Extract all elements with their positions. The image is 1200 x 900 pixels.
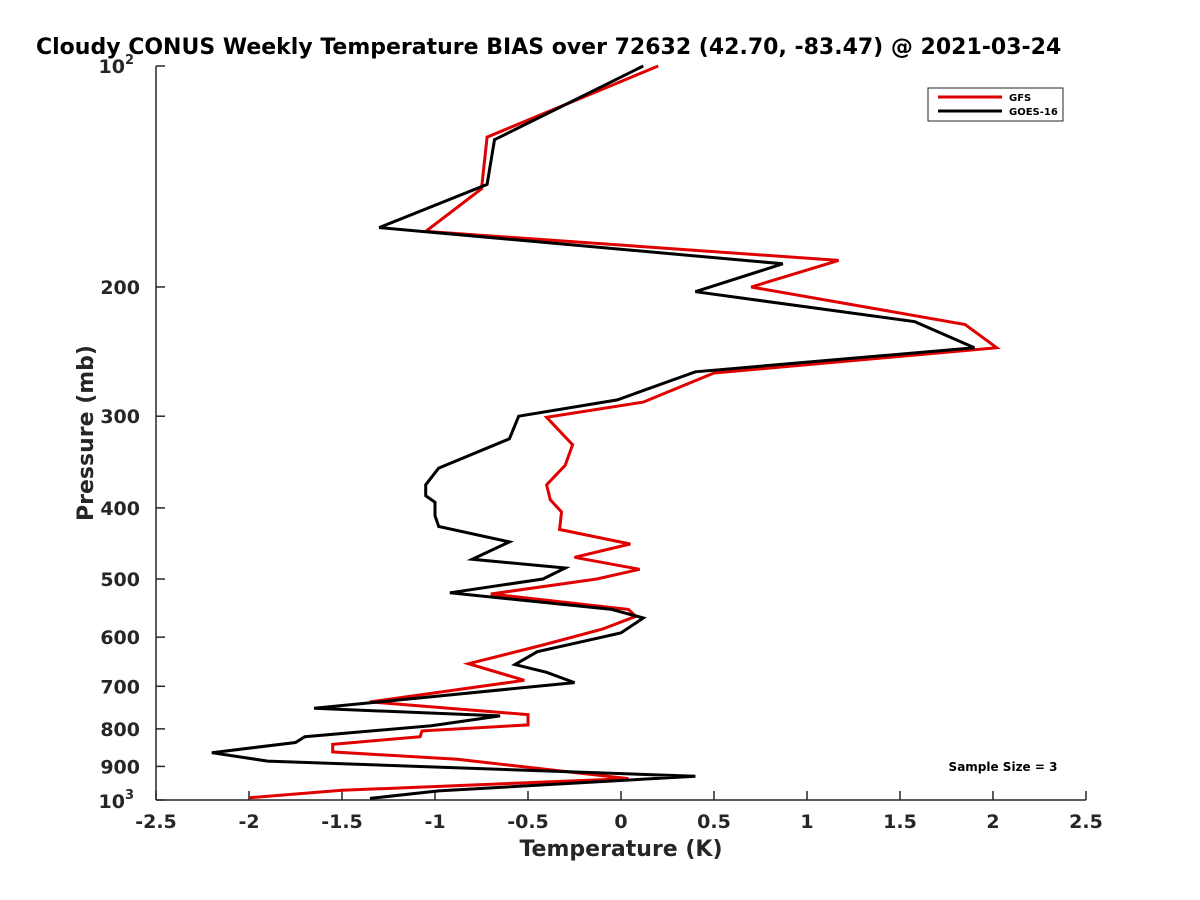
chart-title: Cloudy CONUS Weekly Temperature BIAS ove… xyxy=(36,35,1061,60)
x-tick-label: 1 xyxy=(800,811,813,833)
y-tick-label: 800 xyxy=(100,719,140,741)
x-tick-label: -0.5 xyxy=(507,811,549,833)
y-tick-label: 400 xyxy=(100,498,140,520)
legend-box xyxy=(927,87,1064,122)
y-tick-top-base: 10 xyxy=(99,56,125,78)
x-ticks: -2.5 -2 -1.5 -1 -0.5 0 0.5 1 1.5 2 2.5 xyxy=(135,791,1103,833)
x-tick-label: -2.5 xyxy=(135,811,177,833)
sample-size-annotation: Sample Size = 3 xyxy=(949,760,1058,774)
x-tick-label: 0 xyxy=(614,811,627,833)
y-tick-bottom-exponent: 3 xyxy=(125,788,134,803)
y-tick-top-exponent: 2 xyxy=(125,53,134,68)
y-axis-label: Pressure (mb) xyxy=(74,345,99,521)
y-tick-label: 700 xyxy=(100,676,140,698)
x-axis-label: Temperature (K) xyxy=(519,837,722,862)
y-tick-label: 300 xyxy=(100,406,140,428)
x-tick-label: -2 xyxy=(238,811,259,833)
y-tick-label-top: 102 xyxy=(99,53,135,78)
legend: GFS GOES-16 xyxy=(927,87,1064,122)
y-tick-label: 900 xyxy=(100,756,140,778)
series-line-gfs xyxy=(248,64,1001,800)
y-tick-label: 500 xyxy=(100,569,140,591)
y-tick-label: 600 xyxy=(100,627,140,649)
y-tick-label: 200 xyxy=(100,277,140,299)
x-tick-label: -1.5 xyxy=(321,811,363,833)
legend-label: GFS xyxy=(1009,93,1031,104)
x-tick-label: 2.5 xyxy=(1069,811,1103,833)
y-ticks: 200 300 400 500 600 700 800 900 xyxy=(100,65,165,801)
x-tick-label: 1.5 xyxy=(883,811,917,833)
legend-label: GOES-16 xyxy=(1009,107,1058,118)
y-tick-label-bottom: 103 xyxy=(99,788,135,813)
x-tick-label: 2 xyxy=(986,811,999,833)
series-line-goes-16 xyxy=(211,64,976,800)
series-layer xyxy=(211,64,1001,800)
y-tick-bottom-base: 10 xyxy=(99,791,125,813)
x-tick-label: -1 xyxy=(424,811,445,833)
x-tick-label: 0.5 xyxy=(697,811,731,833)
